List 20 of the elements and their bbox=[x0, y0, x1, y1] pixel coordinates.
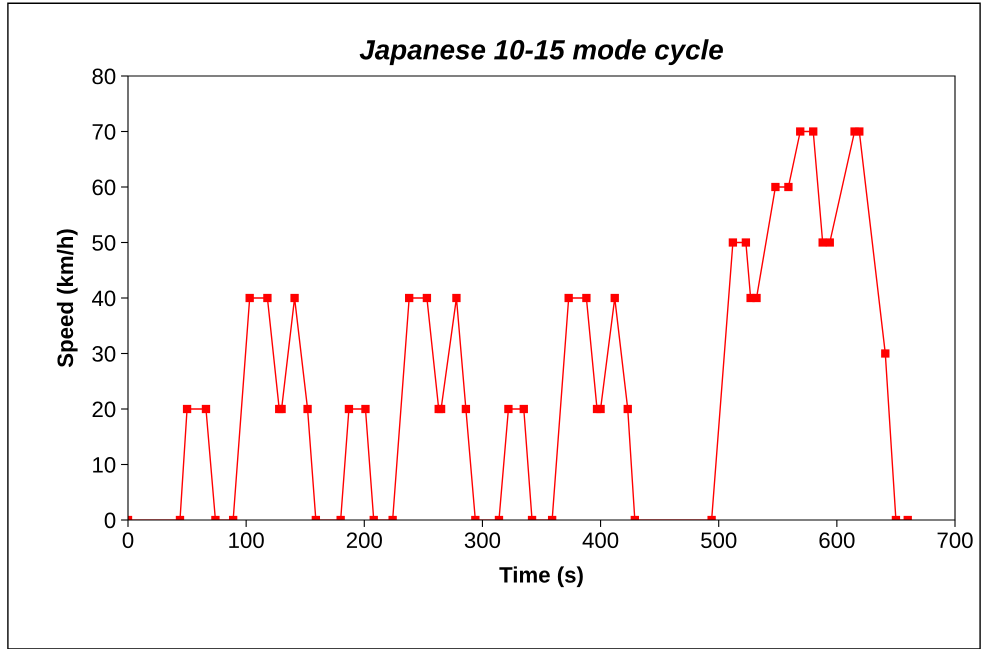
x-tick-label: 700 bbox=[938, 532, 973, 548]
y-tick-label: 10 bbox=[93, 457, 116, 473]
y-tick-label: 60 bbox=[92, 180, 116, 196]
y-axis-title: Speed (km/h) bbox=[56, 229, 78, 368]
y-tick-label: 80 bbox=[92, 68, 116, 84]
x-tick-label: 600 bbox=[819, 532, 855, 548]
x-tick-label: 400 bbox=[582, 532, 618, 548]
y-tick-label: 0 bbox=[104, 512, 116, 528]
x-tick-label: 0 bbox=[122, 532, 134, 548]
x-axis-title: Time (s) bbox=[499, 566, 583, 588]
x-tick-label: 300 bbox=[464, 532, 500, 548]
x-tick-label: 200 bbox=[346, 532, 382, 548]
chart-title: Japanese 10-15 mode cycle bbox=[360, 39, 723, 66]
y-tick-label: 30 bbox=[92, 346, 116, 362]
y-tick-label: 40 bbox=[92, 290, 116, 306]
x-tick-label: 100 bbox=[229, 532, 264, 548]
y-tick-label: 50 bbox=[92, 235, 116, 251]
x-tick-label: 500 bbox=[701, 532, 736, 548]
y-tick-label: 70 bbox=[92, 124, 116, 140]
y-tick-label: 20 bbox=[92, 402, 116, 418]
